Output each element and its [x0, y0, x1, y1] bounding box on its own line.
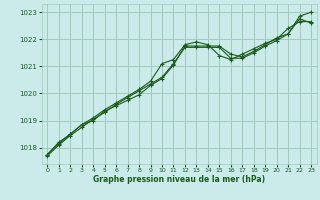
X-axis label: Graphe pression niveau de la mer (hPa): Graphe pression niveau de la mer (hPa) — [93, 175, 265, 184]
